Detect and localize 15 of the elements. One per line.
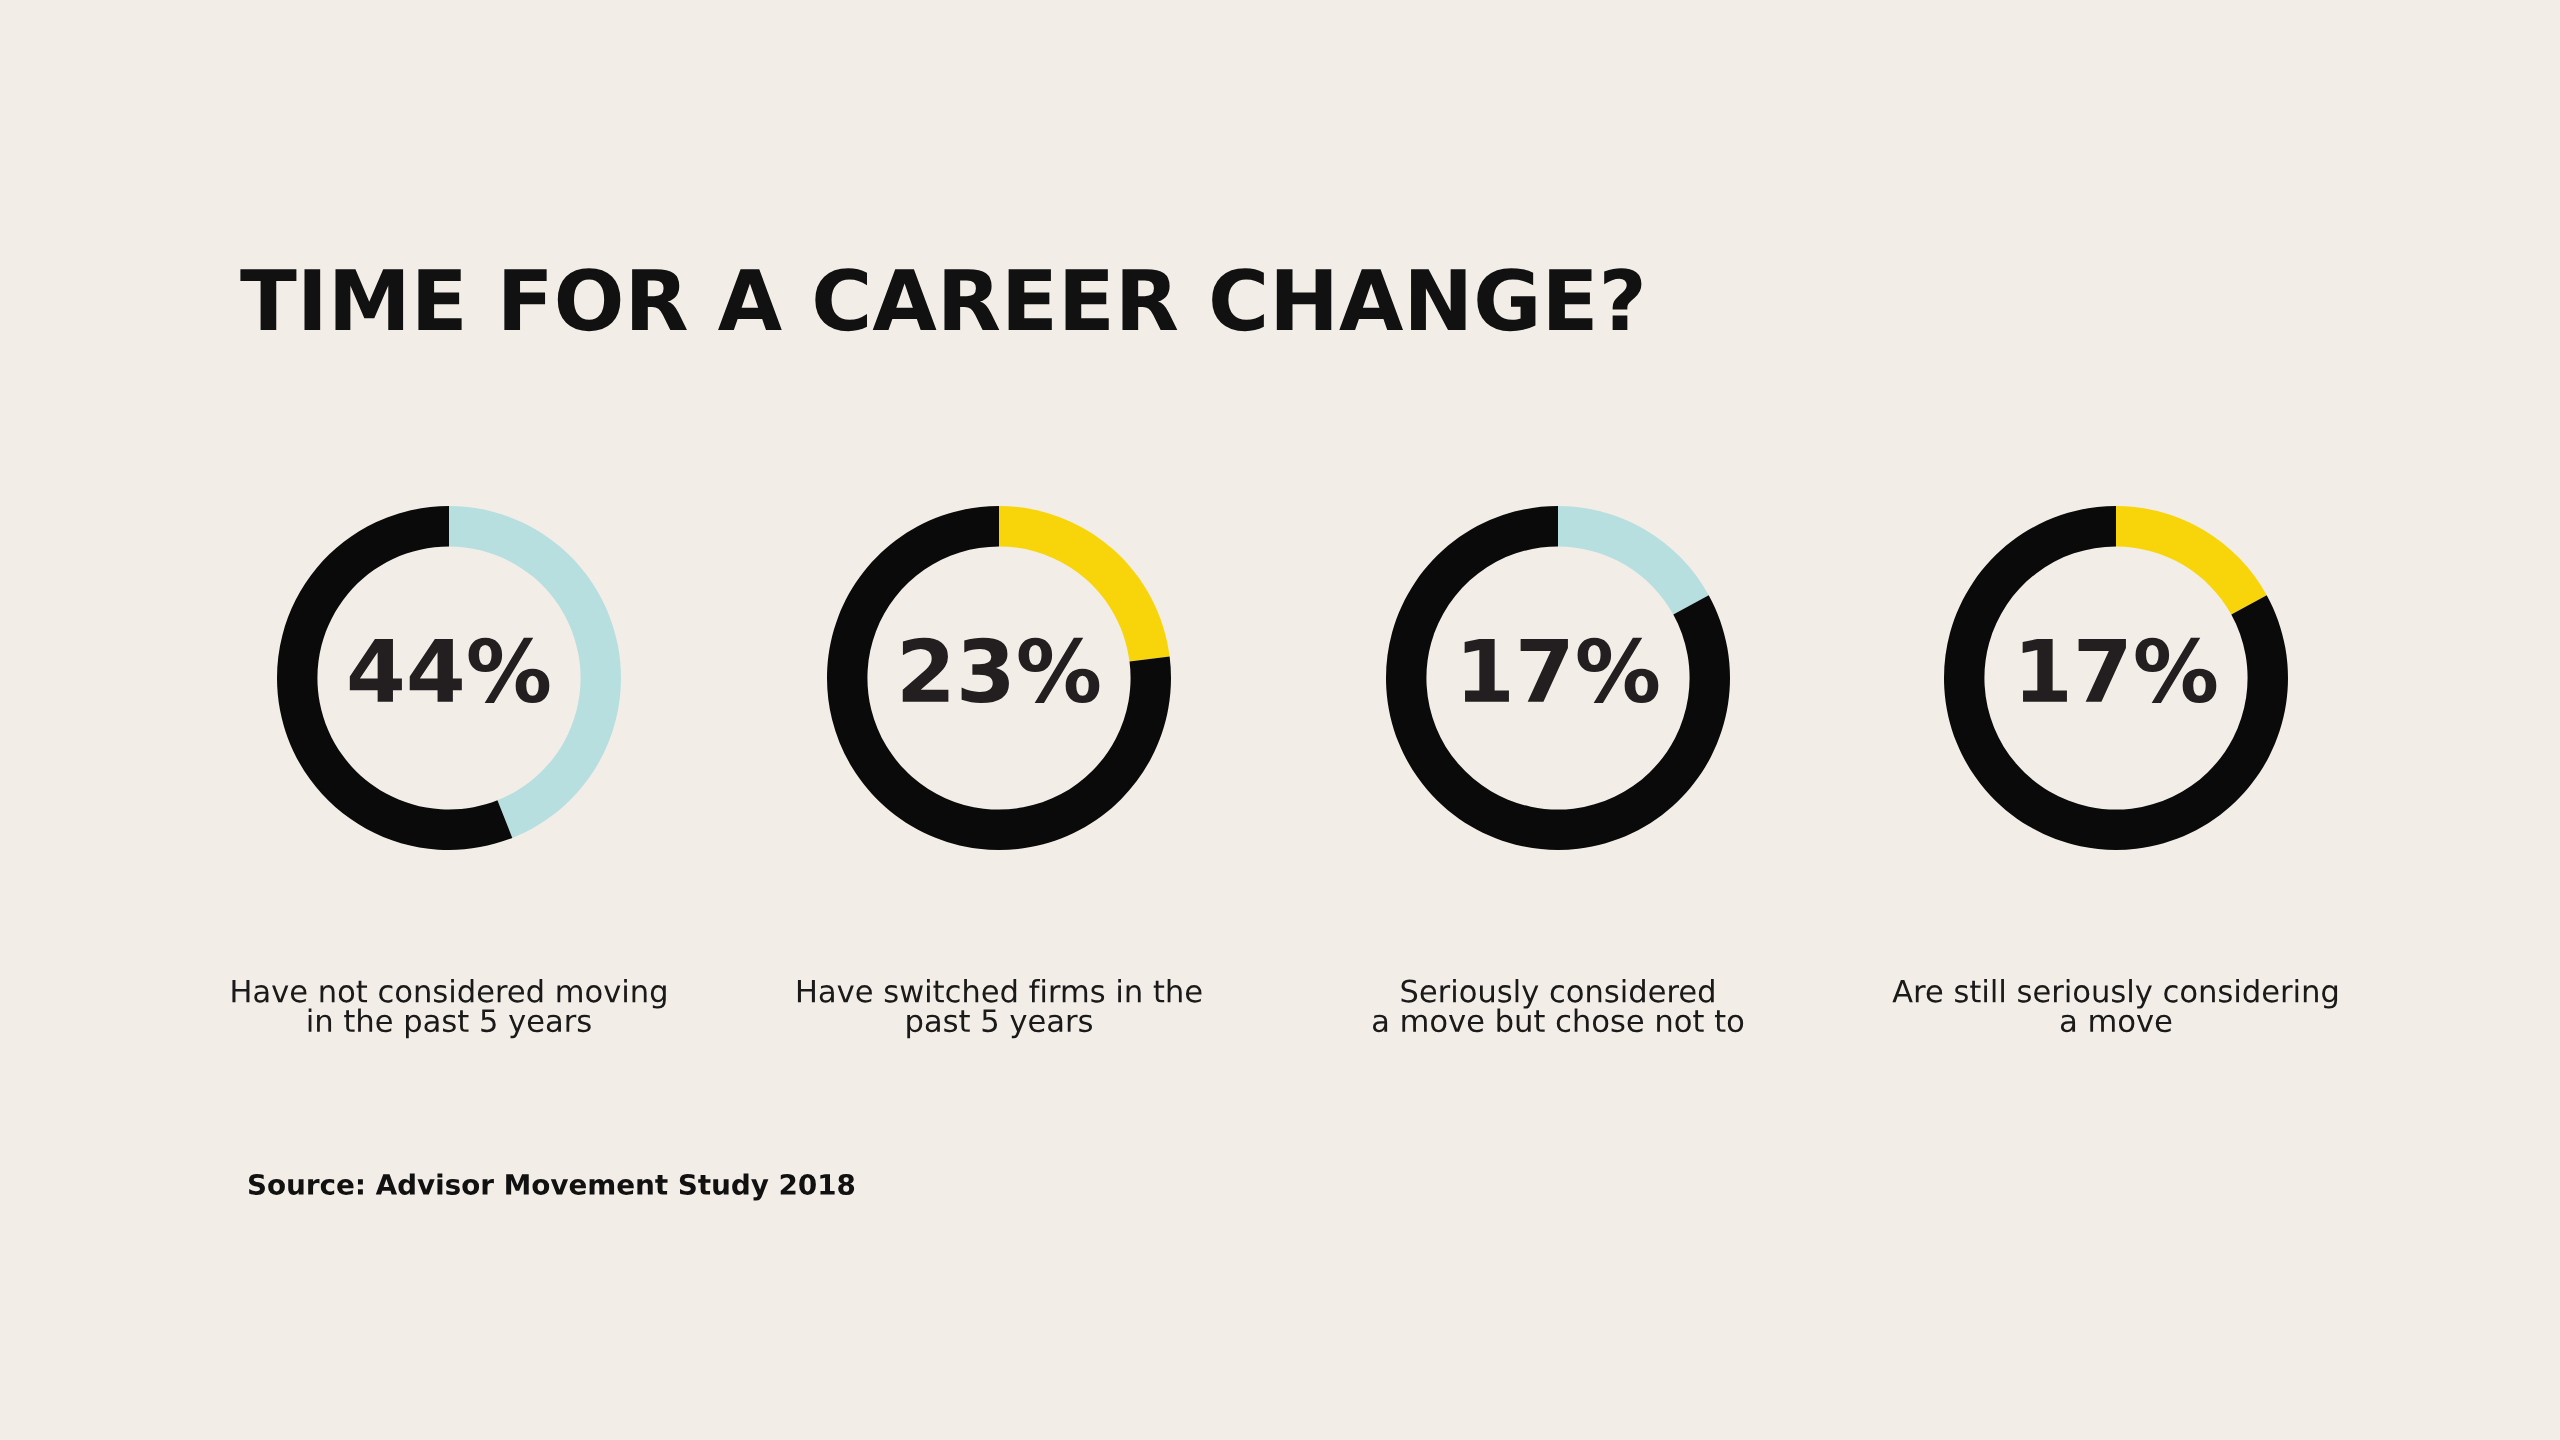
donut-slice	[1386, 506, 1730, 850]
donut-slice	[1944, 506, 2288, 850]
text: Seriously considered a move but chose not to	[1373, 979, 1744, 1033]
data-label: 17%	[1464, 637, 1659, 703]
donut-slice	[2116, 506, 2267, 615]
donut-slice	[827, 506, 1171, 850]
text: Have switched firms in the past 5 years	[797, 979, 1202, 1039]
source-note: Source: Advisor Movement Study 2018	[248, 1173, 855, 1201]
text: TIME FOR A CAREER CHANGE?	[240, 268, 1642, 332]
data-label: 17%	[2022, 637, 2217, 703]
donut-slice	[1558, 506, 1709, 615]
text: Are still seriously considering a move	[1892, 979, 2338, 1033]
data-label: 23%	[902, 637, 1100, 703]
text: Have not considered moving in the past 5 years	[232, 979, 666, 1039]
data-label: 44%	[349, 637, 550, 703]
